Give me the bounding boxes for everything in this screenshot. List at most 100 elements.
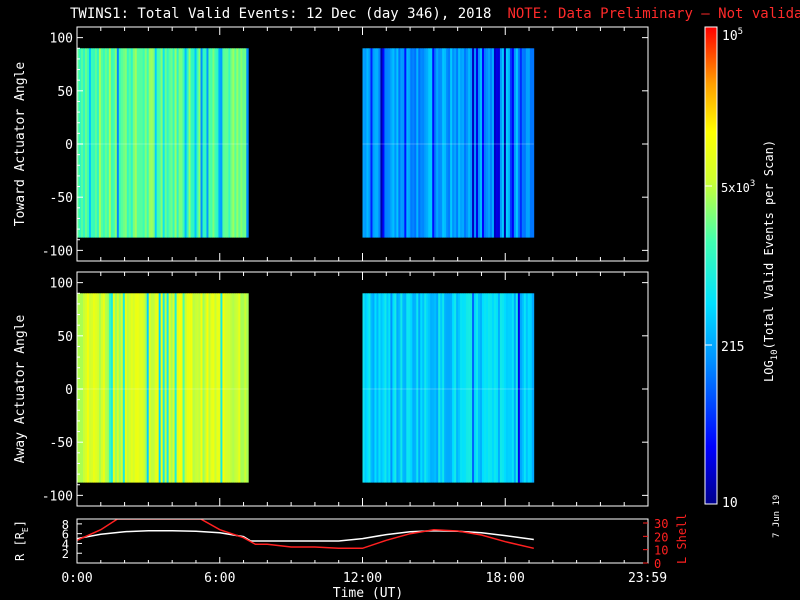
orbit-lshell-line xyxy=(77,519,534,550)
away-block-1-stripe xyxy=(386,293,389,483)
away-block-1-stripe xyxy=(454,293,457,483)
orbit-right-tick-label: 0 xyxy=(654,557,661,571)
away-block-1-stripe xyxy=(491,293,495,483)
time-tick-label: 23:59 xyxy=(628,571,667,586)
away-block-0-stripe xyxy=(138,293,142,483)
away-block-0-stripe xyxy=(236,293,239,483)
toward-block-1-stripe xyxy=(406,48,409,238)
toward-block-0-stripe xyxy=(86,48,90,238)
time-tick-label: 0:00 xyxy=(61,571,92,586)
away-block-0-stripe xyxy=(206,293,209,483)
away-block-1-stripe xyxy=(376,293,379,483)
away-block-1-stripe xyxy=(529,293,533,483)
away-block-0-stripe xyxy=(94,293,98,483)
away-block-1-stripe xyxy=(398,293,401,483)
toward-block-1-stripe xyxy=(458,48,461,238)
toward-block-1-stripe xyxy=(380,48,383,238)
toward-block-1-stripe xyxy=(370,48,373,238)
away-block-1-stripe xyxy=(396,293,399,483)
away-block-0-stripe xyxy=(92,293,96,483)
toward-block-1-stripe xyxy=(390,48,393,238)
toward-block-1-stripe xyxy=(448,48,451,238)
toward-block-1-stripe xyxy=(402,48,405,238)
away-block-1-stripe xyxy=(521,293,525,483)
toward-block-0-stripe xyxy=(180,48,183,238)
away-block-0-stripe xyxy=(140,293,144,483)
away-block-0-stripe xyxy=(112,293,116,483)
away-block-1-stripe xyxy=(438,293,441,483)
away-block-0-stripe xyxy=(174,293,177,483)
toward-block-1-stripe xyxy=(436,48,439,238)
away-block-0-stripe xyxy=(154,293,158,483)
away-block-0-stripe xyxy=(130,293,134,483)
away-block-0-stripe xyxy=(210,293,213,483)
toward-block-0-stripe xyxy=(108,48,112,238)
time-axis: 0:00 6:00 12:00 18:00 23:59 xyxy=(61,571,667,586)
toward-block-1-stripe xyxy=(418,48,421,238)
away-block-1-stripe xyxy=(392,293,395,483)
toward-block-1-stripe xyxy=(487,48,491,238)
away-block-0-stripe xyxy=(232,293,235,483)
time-tick-label: 12:00 xyxy=(343,571,382,586)
toward-block-0-stripe xyxy=(226,48,229,238)
toward-block-1-stripe xyxy=(438,48,441,238)
away-block-1-stripe xyxy=(420,293,423,483)
toward-block-1-stripe xyxy=(482,48,485,238)
toward-block-0-stripe xyxy=(192,48,195,238)
toward-block-1-stripe xyxy=(428,48,431,238)
toward-block-0-stripe xyxy=(110,48,114,238)
toward-block-0-stripe xyxy=(200,48,203,238)
away-block-1-stripe xyxy=(495,293,499,483)
away-block-0-stripe xyxy=(150,293,154,483)
away-block-1-stripe xyxy=(404,293,407,483)
toward-block-1-stripe xyxy=(400,48,403,238)
away-block-1-stripe xyxy=(384,293,387,483)
toward-ytick-label: 0 xyxy=(65,138,73,153)
away-block-1-stripe xyxy=(489,293,493,483)
time-axis-label: Time (UT) xyxy=(333,586,403,600)
away-block-1-stripe xyxy=(432,293,435,483)
away-block-0-stripe xyxy=(122,293,126,483)
toward-block-1-stripe xyxy=(507,48,511,238)
away-block-0-stripe xyxy=(198,293,201,483)
toward-block-1-stripe xyxy=(523,48,527,238)
away-block-0-stripe xyxy=(176,293,179,483)
away-block-0-stripe xyxy=(110,293,114,483)
toward-block-0-stripe xyxy=(202,48,205,238)
away-block-0-stripe xyxy=(134,293,138,483)
away-block-0-stripe xyxy=(77,293,80,483)
toward-block-0-stripe xyxy=(77,48,80,238)
toward-block-1-stripe xyxy=(408,48,411,238)
away-block-0-stripe xyxy=(186,293,189,483)
away-block-0-stripe xyxy=(212,293,215,483)
away-block-0-stripe xyxy=(114,293,118,483)
toward-block-0-stripe xyxy=(112,48,116,238)
away-block-1-stripe xyxy=(368,293,371,483)
toward-block-0-stripe xyxy=(136,48,140,238)
toward-block-0-stripe xyxy=(236,48,239,238)
toward-block-0-stripe xyxy=(220,48,223,238)
toward-block-0-stripe xyxy=(116,48,120,238)
away-block-0-stripe xyxy=(86,293,90,483)
away-block-1-stripe xyxy=(466,293,469,483)
away-block-0-stripe xyxy=(164,293,168,483)
toward-block-1-stripe xyxy=(464,48,467,238)
toward-block-1-stripe xyxy=(456,48,459,238)
toward-block-0-stripe xyxy=(124,48,128,238)
away-block-1-stripe xyxy=(472,293,475,483)
date-stamp: 7 Jun 19 xyxy=(772,494,782,538)
orbit-left-label: R [RE] xyxy=(13,520,30,561)
away-block-0-stripe xyxy=(240,293,243,483)
away-block-0-stripe xyxy=(200,293,203,483)
away-block-1-stripe xyxy=(519,293,523,483)
colorbar-tick-215: 215 xyxy=(721,340,744,355)
toward-block-1-stripe xyxy=(474,48,477,238)
toward-block-1-stripe xyxy=(422,48,425,238)
away-block-1-stripe xyxy=(511,293,515,483)
toward-block-1-stripe xyxy=(376,48,379,238)
away-block-0-stripe xyxy=(192,293,195,483)
away-ytick-label: -100 xyxy=(42,489,73,504)
orbit-right-label: L Shell xyxy=(675,513,689,564)
away-block-0-stripe xyxy=(194,293,197,483)
away-block-1-stripe xyxy=(378,293,381,483)
